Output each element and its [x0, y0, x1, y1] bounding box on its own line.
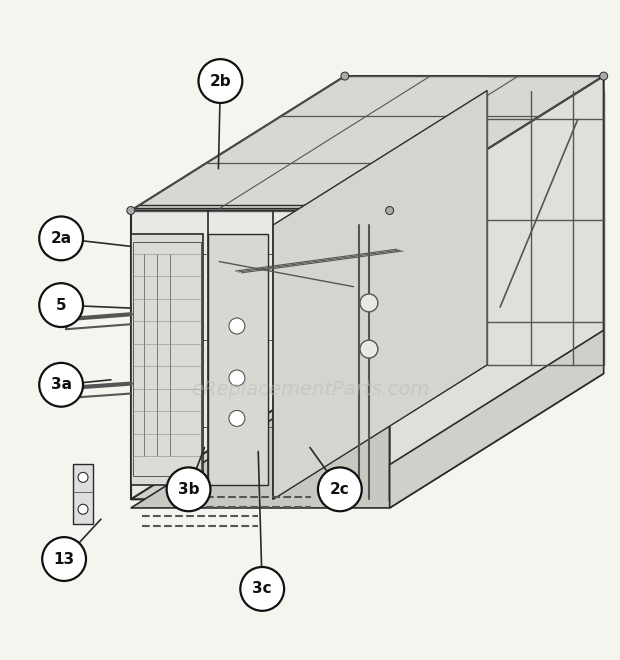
- Text: 2c: 2c: [330, 482, 350, 497]
- Circle shape: [78, 504, 88, 514]
- Polygon shape: [389, 330, 604, 508]
- Circle shape: [600, 72, 608, 80]
- Text: 3a: 3a: [51, 378, 72, 392]
- Polygon shape: [208, 234, 268, 485]
- Polygon shape: [131, 374, 604, 508]
- Circle shape: [341, 72, 349, 80]
- Polygon shape: [131, 211, 389, 499]
- Circle shape: [127, 207, 135, 215]
- Circle shape: [78, 473, 88, 482]
- Circle shape: [318, 467, 361, 512]
- Polygon shape: [131, 234, 203, 485]
- Circle shape: [360, 294, 378, 312]
- Text: 13: 13: [53, 552, 74, 566]
- Circle shape: [229, 318, 245, 334]
- Circle shape: [39, 363, 83, 407]
- Circle shape: [241, 567, 284, 610]
- Circle shape: [167, 467, 210, 512]
- Text: 3b: 3b: [178, 482, 199, 497]
- Text: 5: 5: [56, 298, 66, 313]
- Circle shape: [42, 537, 86, 581]
- Circle shape: [39, 216, 83, 260]
- Circle shape: [360, 340, 378, 358]
- Polygon shape: [131, 76, 604, 211]
- Polygon shape: [389, 76, 604, 499]
- Circle shape: [229, 370, 245, 386]
- Text: 2a: 2a: [51, 231, 72, 246]
- Polygon shape: [273, 90, 487, 499]
- Polygon shape: [131, 365, 604, 499]
- Text: 2b: 2b: [210, 73, 231, 88]
- Text: 3c: 3c: [252, 581, 272, 597]
- Text: eReplacementParts.com: eReplacementParts.com: [191, 380, 429, 399]
- Circle shape: [198, 59, 242, 103]
- Circle shape: [229, 411, 245, 426]
- Polygon shape: [73, 465, 93, 524]
- Circle shape: [386, 207, 394, 215]
- Circle shape: [39, 283, 83, 327]
